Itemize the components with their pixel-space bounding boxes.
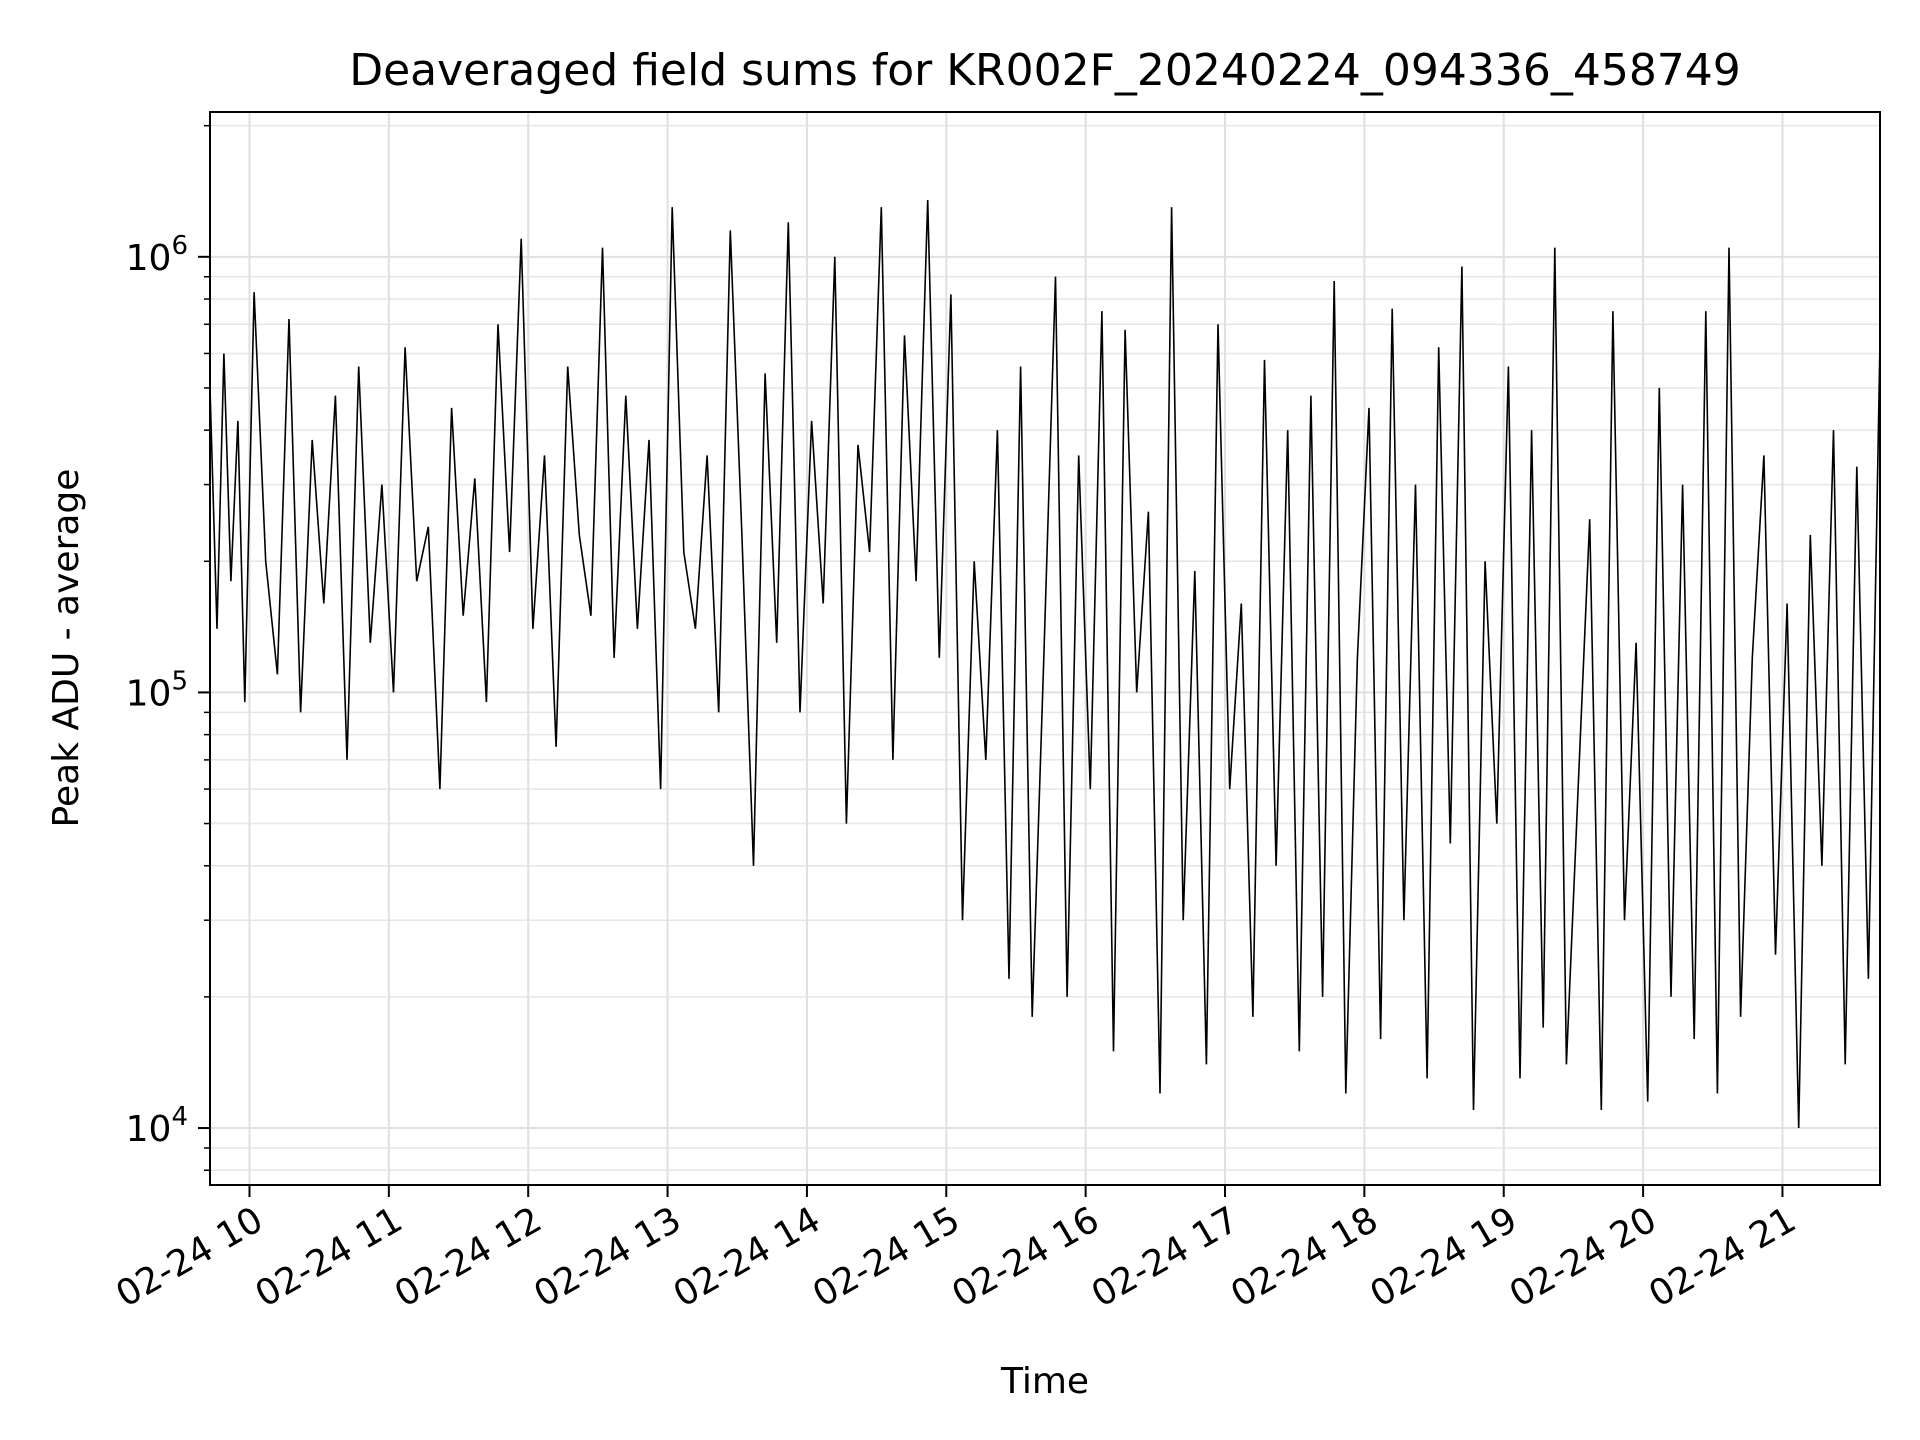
grid-lines: [210, 112, 1880, 1185]
y-tick-label: 105: [126, 666, 188, 714]
series-line: [209, 199, 1881, 1129]
axes-frame: [209, 111, 1881, 1186]
y-tick-label: 106: [126, 231, 188, 279]
y-tick-label: 104: [126, 1102, 188, 1150]
plot-area: [209, 199, 1881, 1129]
chart-title: Deaveraged field sums for KR002F_2024022…: [349, 45, 1741, 96]
x-axis-label: Time: [1000, 1361, 1089, 1402]
y-axis-label: Peak ADU - average: [46, 469, 87, 828]
